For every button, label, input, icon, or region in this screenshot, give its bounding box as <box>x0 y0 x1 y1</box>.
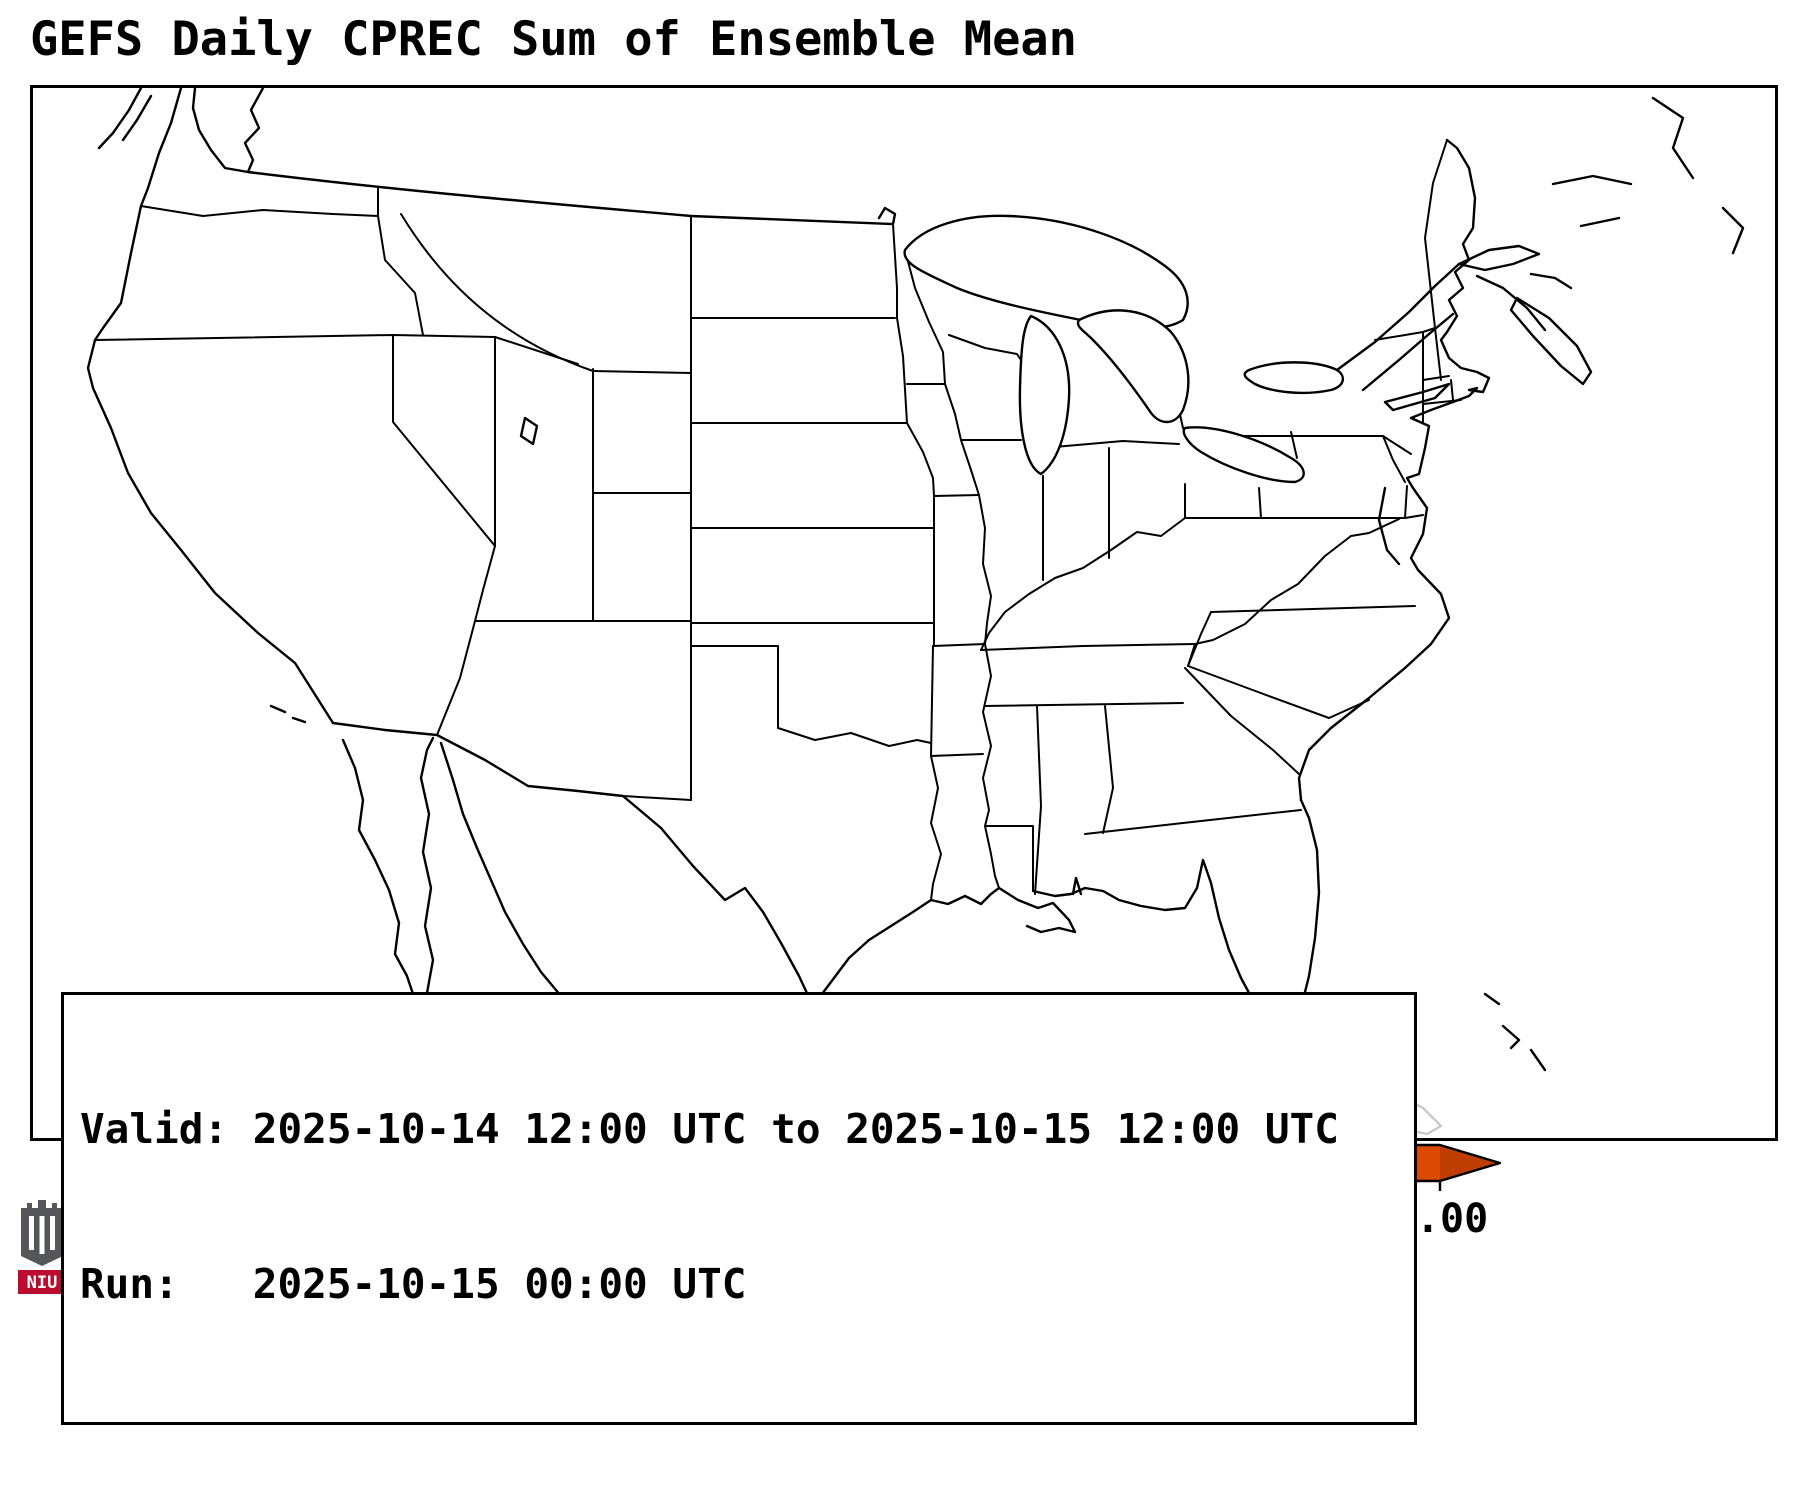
run-time-text: Run: 2025-10-15 00:00 UTC <box>80 1260 747 1309</box>
validity-info-box: Valid: 2025-10-14 12:00 UTC to 2025-10-1… <box>61 992 1417 1426</box>
niu-shield-columns <box>29 1216 55 1254</box>
lake-ontario <box>1243 361 1344 395</box>
state-boundaries <box>94 139 1462 901</box>
lake-erie <box>1182 426 1305 484</box>
niu-logo: NIU <box>18 1200 66 1294</box>
colorbar-over-arrow <box>1440 1145 1500 1181</box>
niu-banner-text: NIU <box>27 1273 58 1293</box>
lake-superior <box>903 214 1189 330</box>
lake-michigan <box>1018 314 1071 476</box>
lake-huron <box>1076 309 1190 424</box>
niu-banner <box>18 1270 66 1294</box>
us-basemap <box>86 88 1745 1138</box>
valid-time-text: Valid: 2025-10-14 12:00 UTC to 2025-10-1… <box>80 1105 1339 1154</box>
chart-title: GEFS Daily CPREC Sum of Ensemble Mean <box>30 12 1077 67</box>
map-panel: Valid: 2025-10-14 12:00 UTC to 2025-10-1… <box>30 85 1778 1426</box>
us-canada-border <box>246 170 897 226</box>
great-lakes <box>903 214 1344 484</box>
